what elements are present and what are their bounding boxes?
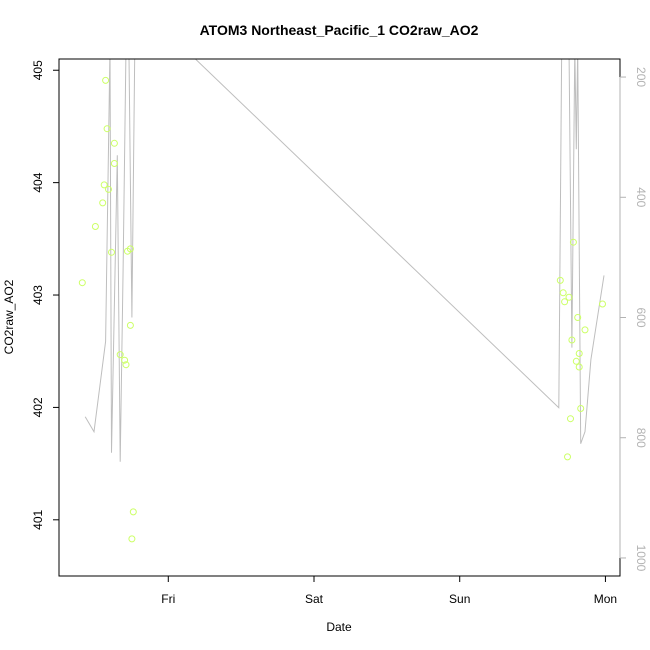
data-point xyxy=(103,125,111,133)
data-point xyxy=(105,185,112,193)
data-point xyxy=(568,336,576,344)
data-point xyxy=(78,279,86,287)
y-tick-label: 401 xyxy=(31,509,45,529)
data-point xyxy=(565,293,573,301)
data-point xyxy=(559,289,567,297)
y-tick-label: 403 xyxy=(31,285,45,305)
data-point xyxy=(110,139,118,147)
y-tick-label: 404 xyxy=(31,172,45,192)
data-point xyxy=(572,357,580,365)
data-point xyxy=(110,160,118,167)
x-axis-label: Date xyxy=(326,620,352,634)
y-right-tick-label: 400 xyxy=(634,187,648,207)
data-point xyxy=(569,238,577,246)
y-axis-right: 200 400 600 800 1000 xyxy=(619,67,648,572)
data-point xyxy=(561,298,569,306)
plot-area xyxy=(78,59,606,543)
x-tick-label: Mon xyxy=(594,592,617,606)
data-point xyxy=(91,223,99,230)
data-point xyxy=(121,356,129,364)
y-right-tick-label: 200 xyxy=(634,67,648,87)
data-point xyxy=(102,76,110,84)
y-tick-label: 405 xyxy=(31,60,45,80)
data-point xyxy=(575,350,583,357)
y-right-tick-label: 1000 xyxy=(634,545,648,572)
y-axis-left: 401 402 403 404 405 xyxy=(31,60,60,530)
chart-title: ATOM3 Northeast_Pacific_1 CO2raw_AO2 xyxy=(200,22,479,38)
data-point xyxy=(577,405,585,412)
y-axis-label: CO2raw_AO2 xyxy=(2,279,16,354)
data-point xyxy=(122,361,130,369)
x-tick-label: Sat xyxy=(305,592,324,606)
data-point xyxy=(567,415,574,423)
data-point xyxy=(116,351,124,359)
data-point xyxy=(99,199,107,207)
data-point xyxy=(108,248,115,256)
data-point xyxy=(556,276,564,284)
x-tick-label: Sun xyxy=(449,592,470,606)
data-point xyxy=(126,321,134,329)
x-axis: Fri Sat Sun Mon xyxy=(161,575,617,606)
data-point xyxy=(581,326,589,334)
data-point xyxy=(128,535,136,543)
x-tick-label: Fri xyxy=(161,592,175,606)
data-point xyxy=(599,300,606,308)
data-point xyxy=(564,453,571,461)
y-right-tick-label: 800 xyxy=(634,428,648,448)
data-point xyxy=(126,245,134,253)
y-tick-label: 402 xyxy=(31,397,45,417)
data-point xyxy=(574,314,582,321)
data-point xyxy=(129,508,137,516)
plot-frame xyxy=(58,58,621,577)
data-point xyxy=(100,181,108,189)
series-line-secondary xyxy=(84,59,605,462)
y-right-tick-label: 600 xyxy=(634,307,648,327)
data-point xyxy=(575,363,583,371)
